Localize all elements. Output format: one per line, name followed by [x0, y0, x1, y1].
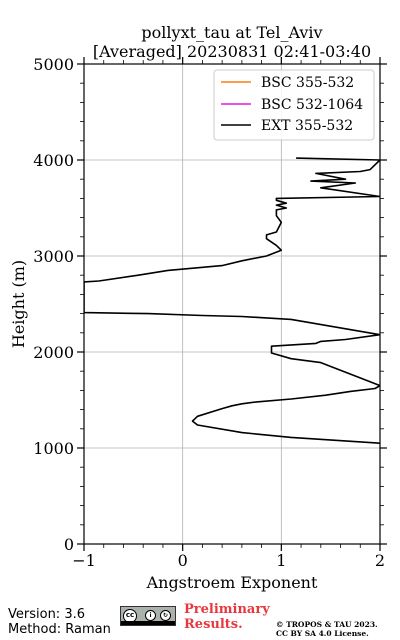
legend: BSC 355-532 BSC 532-1064 EXT 355-532 [213, 69, 375, 141]
y-axis-label: Height (m) [9, 260, 28, 348]
legend-label-ext-355-532: EXT 355-532 [261, 118, 353, 134]
cc-license-badge: cc i ↻ [120, 606, 176, 626]
x-tick-label: 1 [276, 551, 286, 570]
plot-frame [83, 63, 381, 545]
x-tick-label: 0 [178, 551, 188, 570]
x-tick-label: −1 [72, 551, 96, 570]
by-attribution-icon: i [145, 610, 156, 621]
copyright-line2: CC BY SA 4.0 License. [276, 629, 369, 638]
legend-label-bsc-355-532: BSC 355-532 [261, 75, 354, 91]
series-layer [84, 157, 380, 444]
share-alike-icon: ↻ [160, 610, 171, 621]
chart-title-line1: pollyxt_tau at Tel_Aviv [141, 23, 322, 42]
y-tick-label: 1000 [33, 439, 74, 458]
y-tick-label: 2000 [33, 343, 74, 362]
preliminary-line2: Results. [184, 617, 243, 632]
cc-badge-strip [121, 621, 175, 625]
y-tick-label: 3000 [33, 247, 74, 266]
method-text: Method: Raman [8, 622, 111, 637]
preliminary-line1: Preliminary [184, 602, 270, 617]
x-axis-label: Angstroem Exponent [146, 573, 318, 592]
y-tick-label: 4000 [33, 151, 74, 170]
x-tick-label: 2 [375, 551, 385, 570]
version-text: Version: 3.6 [8, 607, 85, 622]
y-tick-label: 5000 [33, 55, 74, 74]
series-line-ext-355-532 [84, 157, 380, 444]
legend-box [213, 69, 375, 141]
chart-title-line2: [Averaged] 20230831 02:41-03:40 [93, 42, 371, 61]
y-tick-label: 0 [64, 535, 74, 554]
copyright-line1: © TROPOS & TAU 2023. [276, 620, 378, 629]
legend-label-bsc-532-1064: BSC 532-1064 [261, 97, 363, 113]
